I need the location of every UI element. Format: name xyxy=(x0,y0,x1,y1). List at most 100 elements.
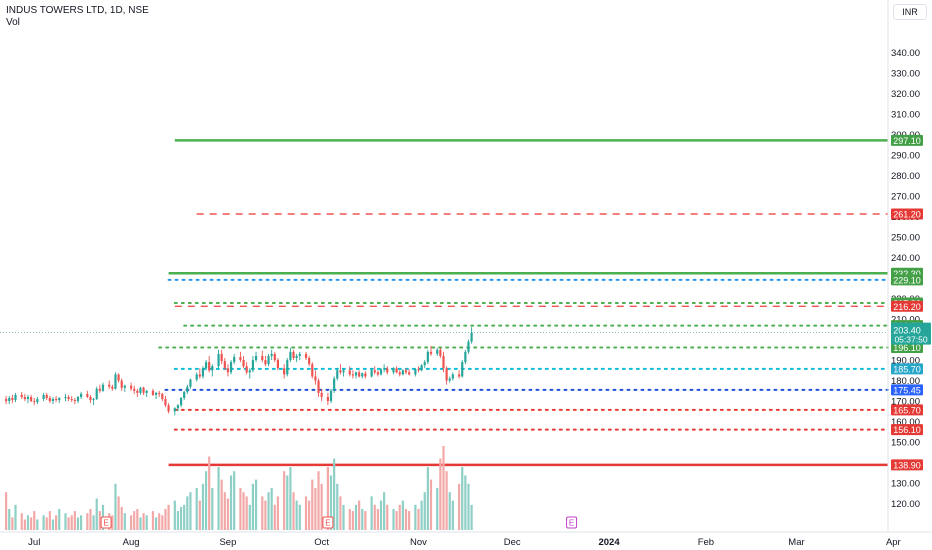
price-level-tag xyxy=(891,459,923,471)
price-level-label: 175.45 xyxy=(893,385,921,395)
volume-bar xyxy=(251,483,255,530)
candle-body xyxy=(304,353,308,358)
candle-body xyxy=(42,394,45,400)
candle-body xyxy=(314,376,317,381)
y-tick-label: 310.00 xyxy=(891,109,920,120)
volume-bar xyxy=(226,498,230,530)
volume-bar xyxy=(233,471,236,530)
volume-bar xyxy=(361,509,364,530)
candle-body xyxy=(86,393,89,397)
price-level-label: 185.70 xyxy=(893,364,921,374)
candle-body xyxy=(70,399,73,401)
last-price-label: 203.40 xyxy=(893,326,921,336)
x-tick-label: Sep xyxy=(219,537,236,548)
price-level-tag xyxy=(891,424,923,436)
volume-bar xyxy=(195,488,198,530)
candle-body xyxy=(329,390,333,402)
y-tick-label: 290.00 xyxy=(891,150,920,161)
volume-bar xyxy=(55,515,58,530)
x-tick-label: 2024 xyxy=(598,537,620,548)
candle-body xyxy=(92,399,95,401)
volume-bar xyxy=(139,517,142,530)
volume-bar xyxy=(351,511,354,530)
candle-body xyxy=(120,380,123,388)
candle-body xyxy=(348,370,351,375)
candle-body xyxy=(470,332,473,342)
price-level-tag xyxy=(891,208,923,220)
volume-bar xyxy=(304,496,308,530)
volume-bar xyxy=(11,517,14,530)
volume-bar xyxy=(336,483,339,530)
candle-body xyxy=(267,355,270,365)
candle-body xyxy=(220,353,223,362)
candle-body xyxy=(442,355,445,369)
candle-body xyxy=(123,385,126,388)
candle-body xyxy=(458,374,461,377)
candle-body xyxy=(89,396,92,401)
price-axis: 120.00130.00140.00150.00160.00170.00180.… xyxy=(887,0,931,532)
candle-body xyxy=(451,374,454,379)
volume-bar xyxy=(358,500,361,530)
candle-body xyxy=(226,368,230,373)
y-tick-label: 170.00 xyxy=(891,397,920,408)
candle-body xyxy=(361,373,364,377)
volume-bar xyxy=(154,517,158,530)
candle-body xyxy=(254,355,258,361)
candle-body xyxy=(392,368,395,373)
volume-bar xyxy=(133,511,136,530)
x-tick-label: Apr xyxy=(886,537,901,548)
volume-bar xyxy=(151,511,155,530)
volume-bar xyxy=(339,496,342,530)
volume-bar xyxy=(111,515,114,530)
candle-body xyxy=(339,370,342,373)
candle-body xyxy=(183,391,186,398)
volume-bar xyxy=(8,509,11,530)
volume-bar xyxy=(420,500,423,530)
volume-bar xyxy=(183,504,186,530)
candle-body xyxy=(208,362,211,371)
volume-bar xyxy=(273,504,276,530)
candle-body xyxy=(358,372,361,377)
volume-bar xyxy=(373,504,376,530)
volume-bar xyxy=(245,496,248,530)
y-tick-label: 190.00 xyxy=(891,356,920,367)
candle-body xyxy=(129,385,133,389)
candle-body xyxy=(108,384,111,387)
volume-bar xyxy=(423,492,426,530)
x-tick-label: Mar xyxy=(788,537,804,548)
volume-bar xyxy=(333,458,336,530)
currency-badge[interactable]: INR xyxy=(893,4,927,20)
candle-body xyxy=(176,405,180,409)
price-level-tag xyxy=(891,384,923,396)
volume-indicator-label[interactable]: Vol xyxy=(6,17,20,28)
candle-body xyxy=(401,370,404,375)
candle-body xyxy=(245,366,248,373)
volume-bar xyxy=(158,513,161,530)
volume-bar xyxy=(211,488,214,530)
volume-bar xyxy=(14,504,17,530)
volume-bar xyxy=(464,475,467,530)
candle-body xyxy=(64,396,67,398)
time-axis: JulAugSepOctNovDec2024FebMarAprMayJun xyxy=(0,531,932,548)
candle-body xyxy=(383,368,386,370)
candle-body xyxy=(354,372,358,376)
x-tick-label: Oct xyxy=(314,537,329,548)
candle-body xyxy=(117,374,120,381)
candle-body xyxy=(351,374,354,376)
volume-bar xyxy=(308,500,311,530)
volume-bar xyxy=(76,517,80,530)
volume-bar xyxy=(426,467,429,530)
volume-bar xyxy=(229,475,233,530)
volume-bar xyxy=(114,483,117,530)
candle-body xyxy=(336,370,339,379)
volume-bar xyxy=(442,446,445,530)
candle-body xyxy=(286,360,289,375)
volume-bar xyxy=(320,483,323,530)
price-level-label: 229.10 xyxy=(893,275,921,285)
volume-bar xyxy=(467,483,470,530)
volume-bar xyxy=(286,475,289,530)
candle-body xyxy=(161,393,164,400)
y-tick-label: 210.00 xyxy=(891,315,920,326)
candle-body xyxy=(426,351,429,363)
